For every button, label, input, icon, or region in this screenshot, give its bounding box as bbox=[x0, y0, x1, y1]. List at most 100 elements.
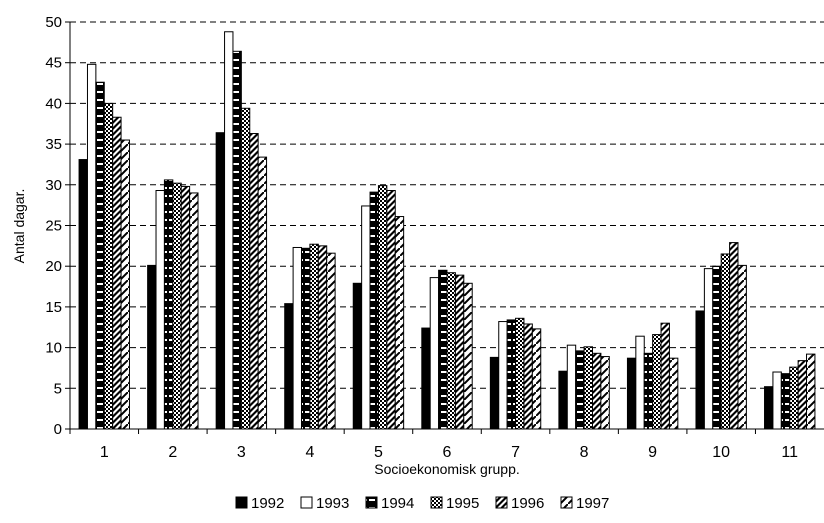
bar-1992-group-9 bbox=[626, 357, 637, 430]
bar-1996-group-4 bbox=[317, 245, 328, 430]
bar-1995-group-2 bbox=[172, 182, 182, 430]
bar-1994-group-7 bbox=[506, 319, 517, 430]
legend-label-1993: 1993 bbox=[316, 495, 349, 512]
bar-1992-group-10 bbox=[695, 310, 705, 430]
y-tick-label: 15 bbox=[45, 299, 62, 316]
axes bbox=[65, 21, 824, 434]
bar-1994-group-9 bbox=[643, 352, 654, 430]
bar-1997-group-1 bbox=[120, 139, 130, 430]
bar-1993-group-2 bbox=[155, 190, 165, 430]
bar-1995-group-1 bbox=[103, 102, 114, 430]
bar-1994-group-2 bbox=[163, 179, 174, 430]
bar-1992-group-3 bbox=[215, 132, 226, 430]
legend-swatch-1997 bbox=[560, 496, 573, 509]
y-tick-label: 40 bbox=[45, 95, 62, 112]
bar-1996-group-10 bbox=[729, 242, 739, 430]
bar-1993-group-5 bbox=[361, 205, 371, 430]
bar-1995-group-10 bbox=[720, 253, 731, 430]
bar-1994-group-1 bbox=[95, 81, 105, 430]
x-tick-label: 7 bbox=[511, 444, 520, 461]
y-tick-labels: 0 5 10 15 20 25 30 35 40 45 50 bbox=[45, 14, 62, 438]
y-tick-label: 50 bbox=[45, 14, 62, 31]
bar-1993-group-4 bbox=[292, 246, 303, 430]
y-tick-label: 20 bbox=[45, 258, 62, 275]
bar-1992-group-7 bbox=[489, 356, 500, 430]
legend-swatch-1993 bbox=[300, 496, 313, 509]
bar-1993-group-10 bbox=[703, 268, 714, 430]
bar-1993-group-8 bbox=[566, 344, 577, 430]
bar-1996-group-3 bbox=[249, 133, 259, 430]
x-tick-label: 6 bbox=[443, 444, 452, 461]
bar-1993-group-3 bbox=[224, 31, 234, 430]
bar-1997-group-6 bbox=[463, 282, 473, 430]
x-tick-label: 3 bbox=[237, 444, 246, 461]
legend-label-1996: 1996 bbox=[511, 495, 544, 512]
bar-1996-group-6 bbox=[454, 274, 465, 430]
x-axis-title: Socioekonomisk grupp. bbox=[374, 461, 520, 477]
bar-1993-group-1 bbox=[86, 63, 97, 430]
bar-1995-group-3 bbox=[240, 107, 251, 430]
bar-1992-group-5 bbox=[352, 282, 363, 430]
bar-1997-group-5 bbox=[394, 216, 405, 430]
legend-label-1992: 1992 bbox=[251, 495, 284, 512]
y-tick-label: 30 bbox=[45, 177, 62, 194]
bar-1993-group-6 bbox=[429, 277, 440, 430]
y-tick-label: 45 bbox=[45, 55, 62, 72]
bar-1995-group-9 bbox=[652, 334, 662, 430]
x-tick-label: 11 bbox=[781, 444, 798, 461]
x-tick-label: 8 bbox=[580, 444, 589, 461]
bar-1997-group-8 bbox=[600, 356, 610, 430]
bar-1992-group-8 bbox=[558, 370, 568, 430]
legend-swatch-1995 bbox=[430, 496, 443, 509]
bar-1997-group-11 bbox=[806, 353, 816, 430]
bar-1996-group-7 bbox=[523, 323, 533, 430]
bar-1996-group-9 bbox=[660, 322, 670, 430]
bar-1992-group-1 bbox=[78, 159, 88, 430]
x-tick-label: 5 bbox=[374, 444, 383, 461]
bar-1997-group-9 bbox=[668, 357, 679, 430]
bar-1994-group-6 bbox=[438, 269, 448, 430]
x-tick-label: 10 bbox=[712, 444, 730, 461]
bar-1992-group-11 bbox=[764, 386, 774, 430]
x-tick-label: 1 bbox=[100, 444, 109, 461]
bar-1995-group-11 bbox=[789, 366, 799, 430]
y-tick-label: 10 bbox=[45, 340, 62, 357]
x-tick-label: 2 bbox=[168, 444, 177, 461]
bar-1995-group-8 bbox=[583, 346, 593, 430]
bar-1992-group-2 bbox=[147, 264, 157, 430]
legend-swatch-1996 bbox=[495, 496, 508, 509]
bar-1994-group-11 bbox=[780, 373, 791, 430]
bar-1995-group-7 bbox=[515, 317, 525, 430]
bar-1995-group-5 bbox=[377, 185, 388, 430]
legend: 1992 1993 1994 1995 1996 1997 bbox=[235, 495, 609, 512]
bar-1993-group-11 bbox=[772, 371, 782, 430]
bar-1994-group-8 bbox=[575, 350, 585, 430]
bar-1993-group-9 bbox=[635, 335, 645, 430]
y-axis-title: Antal dagar. bbox=[11, 189, 27, 264]
bar-1997-group-4 bbox=[326, 252, 336, 430]
bar-1995-group-4 bbox=[309, 243, 319, 430]
legend-swatch-1992 bbox=[235, 496, 248, 509]
bar-1994-group-5 bbox=[369, 191, 379, 430]
bar-1993-group-7 bbox=[498, 321, 508, 430]
x-tick-labels: 1 2 3 4 5 6 7 8 9 10 11 bbox=[100, 444, 798, 461]
bar-1996-group-2 bbox=[180, 185, 191, 430]
legend-label-1997: 1997 bbox=[576, 495, 609, 512]
legend-label-1995: 1995 bbox=[446, 495, 479, 512]
bar-1996-group-5 bbox=[386, 190, 396, 430]
y-tick-label: 0 bbox=[54, 421, 62, 438]
legend-swatch-1994 bbox=[365, 496, 378, 509]
bar-1997-group-10 bbox=[737, 264, 747, 430]
y-tick-label: 5 bbox=[54, 380, 62, 397]
x-tick-label: 9 bbox=[648, 444, 657, 461]
y-tick-label: 25 bbox=[45, 218, 62, 235]
bar-1994-group-4 bbox=[301, 247, 311, 430]
x-tick-label: 4 bbox=[305, 444, 314, 461]
bar-1997-group-3 bbox=[257, 156, 268, 430]
bar-1992-group-4 bbox=[284, 303, 294, 430]
bar-1995-group-6 bbox=[446, 272, 456, 430]
bar-1997-group-2 bbox=[189, 192, 199, 430]
bar-1994-group-3 bbox=[232, 50, 242, 430]
bar-1996-group-1 bbox=[112, 116, 122, 430]
